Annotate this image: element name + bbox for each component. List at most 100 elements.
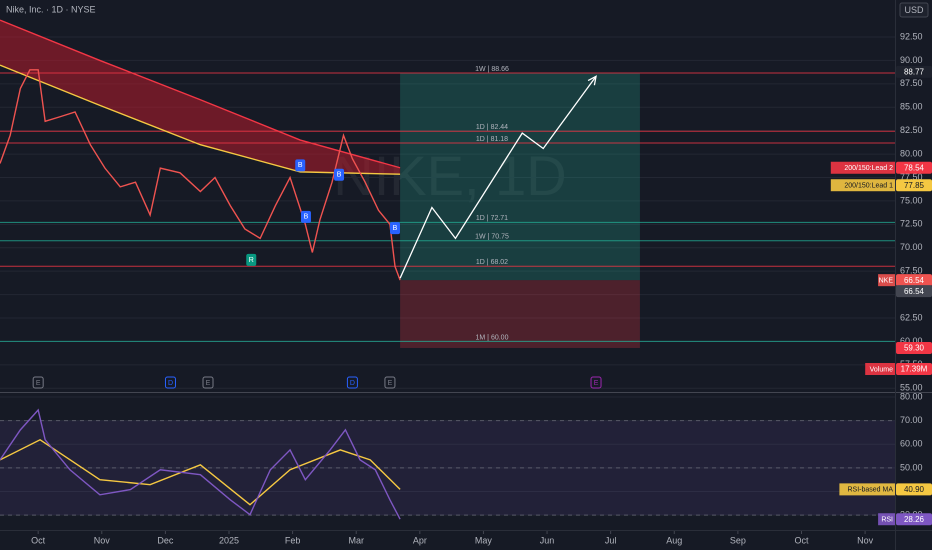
signal-flag (295, 159, 306, 172)
signal-flag (334, 168, 345, 181)
y-tick-label: 67.50 (900, 266, 923, 276)
level-label: 1D | 72.71 (476, 215, 508, 222)
price-badge-text: 66.54 (904, 276, 925, 285)
price-badge (896, 274, 932, 287)
x-tick-label: Oct (31, 535, 46, 545)
plot-layer: NIKE, 1D55.0057.5060.0062.5065.0067.5070… (0, 19, 932, 545)
name-badge (878, 513, 895, 526)
event-marker (202, 376, 214, 389)
x-tick-label: May (475, 535, 493, 545)
y-tick-label: 75.00 (900, 195, 923, 205)
y-tick-label: 50.00 (900, 462, 923, 472)
y-tick-label: 85.00 (900, 102, 923, 112)
event-marker (590, 376, 602, 389)
level-label: 1D | 81.18 (476, 136, 508, 143)
price-badge-text: 78.54 (904, 163, 925, 172)
event-label: E (388, 380, 393, 387)
price-badge-text: 59.30 (904, 344, 925, 353)
x-tick-label: Sep (730, 535, 746, 545)
series-line (0, 64, 401, 175)
x-tick-label: Nov (94, 535, 111, 545)
x-tick-label: Feb (285, 535, 301, 545)
series-line (0, 69, 401, 281)
price-badge (896, 161, 932, 174)
y-tick-label: 77.50 (900, 172, 923, 182)
x-tick-label: Mar (348, 535, 364, 545)
level-label: 1D | 68.02 (476, 259, 508, 266)
signal-label: B (304, 214, 309, 221)
x-tick-label: Oct (794, 535, 809, 545)
signal-flag (246, 253, 257, 266)
arrow-head (587, 75, 597, 86)
y-tick-label: 60.00 (900, 336, 923, 346)
y-tick-label: 70.00 (900, 415, 923, 425)
price-badge-text: 77.85 (904, 181, 925, 190)
name-badge-text: NKE (879, 278, 894, 285)
level-label: 1D | 82.44 (476, 124, 508, 131)
y-tick-label: 87.50 (900, 78, 923, 88)
signal-flag (390, 222, 401, 235)
event-marker (346, 376, 358, 389)
name-badge (839, 483, 895, 496)
signal-label: B (337, 172, 342, 179)
loss-zone (400, 280, 640, 348)
price-badge-text: 66.54 (904, 287, 925, 296)
name-badge-text: 200/150:Lead 2 (844, 165, 893, 172)
name-badge (830, 161, 895, 174)
name-badge (878, 274, 895, 287)
y-tick-label: 60.00 (900, 439, 923, 449)
currency[interactable]: USD (904, 5, 924, 15)
signal-label: B (298, 162, 303, 169)
name-badge (865, 363, 895, 375)
price-badge-text: 17.39M (901, 365, 928, 374)
series-line (0, 408, 401, 520)
currency-button[interactable] (899, 2, 929, 18)
series-line (0, 19, 401, 169)
price-badge (896, 179, 932, 192)
event-marker (32, 376, 44, 389)
x-tick-label: Jun (540, 535, 555, 545)
name-badge-text: 200/150:Lead 1 (844, 183, 893, 190)
y-tick-label: 82.50 (900, 125, 923, 135)
y-tick-label: 62.50 (900, 312, 923, 322)
y-tick-label: 80.00 (900, 148, 923, 158)
chart-title: Nike, Inc. · 1D · NYSE (6, 4, 96, 14)
price-badge (896, 65, 932, 78)
event-label: E (36, 380, 41, 387)
level-label: 1M | 60.00 (476, 334, 509, 341)
projection-path (399, 75, 597, 279)
y-tick-label: 72.50 (900, 219, 923, 229)
y-tick-label: 55.00 (900, 383, 923, 393)
price-badge (896, 513, 932, 526)
price-badge (896, 483, 932, 496)
price-badge (896, 341, 932, 354)
y-tick-label: 80.00 (900, 391, 923, 401)
name-badge-text: Volume (870, 366, 893, 373)
signal-label: B (393, 225, 398, 232)
signal-flag (300, 210, 311, 223)
x-tick-label: Apr (413, 535, 427, 545)
event-marker (384, 376, 396, 389)
profit-zone (400, 72, 640, 281)
y-tick-label: 70.00 (900, 242, 923, 252)
x-tick-label: Jul (605, 535, 617, 545)
x-tick-label: 2025 (219, 535, 239, 545)
x-tick-label: Aug (666, 535, 682, 545)
y-tick-label: 90.00 (900, 55, 923, 65)
name-badge-text: RSI (881, 517, 893, 524)
price-badge-text: 28.26 (904, 515, 925, 524)
series-line (0, 438, 401, 506)
event-label: E (206, 380, 211, 387)
price-badge-text: 88.77 (904, 68, 925, 77)
signal-label: R (249, 257, 254, 264)
level-label: 1W | 88.66 (475, 66, 509, 73)
x-tick-label: Nov (857, 535, 874, 545)
x-tick-label: Dec (157, 535, 174, 545)
y-tick-label: 92.50 (900, 31, 923, 41)
price-badge (896, 363, 932, 375)
price-badge-text: 40.90 (904, 485, 925, 494)
event-label: D (350, 380, 355, 387)
event-marker (164, 376, 176, 389)
price-badge (896, 285, 932, 298)
